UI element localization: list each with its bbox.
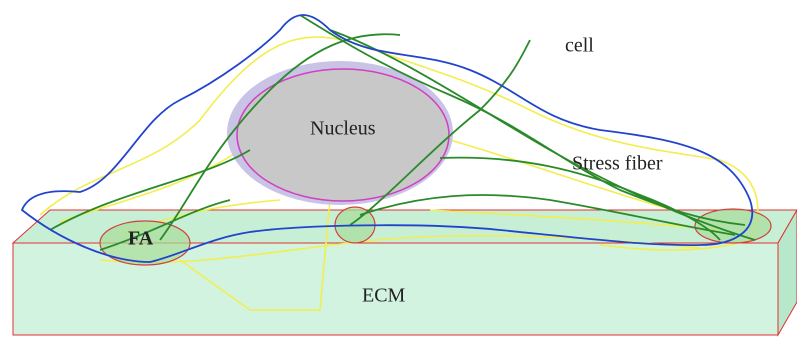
adhesion xyxy=(695,209,771,243)
ecm-label: ECM xyxy=(362,285,406,307)
diagram: cell Nucleus Stress fiber FA ECM xyxy=(0,0,797,338)
fa-label: FA xyxy=(128,228,154,250)
cell-label: cell xyxy=(565,35,594,57)
page: cell Nucleus Stress fiber FA ECM (() => … xyxy=(0,0,797,338)
nucleus-label: Nucleus xyxy=(310,118,376,140)
stress-fiber-label: Stress fiber xyxy=(572,153,663,175)
